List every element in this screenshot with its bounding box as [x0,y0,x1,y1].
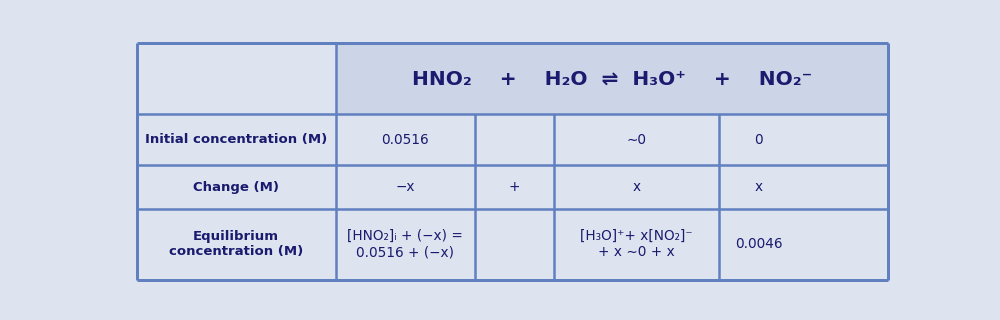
Text: 0.0516: 0.0516 [382,133,429,147]
Bar [554,114,719,165]
Bar [336,43,888,114]
Text: Initial concentration (M): Initial concentration (M) [145,133,327,146]
Bar [554,209,719,280]
Text: 0: 0 [754,133,763,147]
Bar [475,165,554,209]
Bar [798,209,888,280]
Text: [H₃O]⁺+ x[NO₂]⁻
+ x ∼0 + x: [H₃O]⁺+ x[NO₂]⁻ + x ∼0 + x [580,229,693,260]
Bar [719,114,798,165]
Bar [336,165,475,209]
Text: x: x [755,180,763,194]
Bar [475,209,554,280]
Bar [137,165,336,209]
Bar [719,209,798,280]
Bar [137,114,336,165]
Bar [798,114,888,165]
Text: −x: −x [396,180,415,194]
Text: Equilibrium
concentration (M): Equilibrium concentration (M) [169,230,303,258]
Bar [719,165,798,209]
Text: Change (M): Change (M) [193,180,279,194]
Text: 0.0046: 0.0046 [735,237,782,252]
Text: x: x [632,180,641,194]
Text: ∼0: ∼0 [627,133,647,147]
Text: +: + [509,180,520,194]
Bar [554,165,719,209]
Bar [475,114,554,165]
Text: [HNO₂]ᵢ + (−x) =
0.0516 + (−x): [HNO₂]ᵢ + (−x) = 0.0516 + (−x) [347,229,463,260]
Text: HNO₂    +    H₂O  ⇌  H₃O⁺    +    NO₂⁻: HNO₂ + H₂O ⇌ H₃O⁺ + NO₂⁻ [412,69,812,88]
Bar [336,114,475,165]
Bar [336,209,475,280]
Bar [137,209,336,280]
Bar [798,165,888,209]
Bar [137,43,336,114]
